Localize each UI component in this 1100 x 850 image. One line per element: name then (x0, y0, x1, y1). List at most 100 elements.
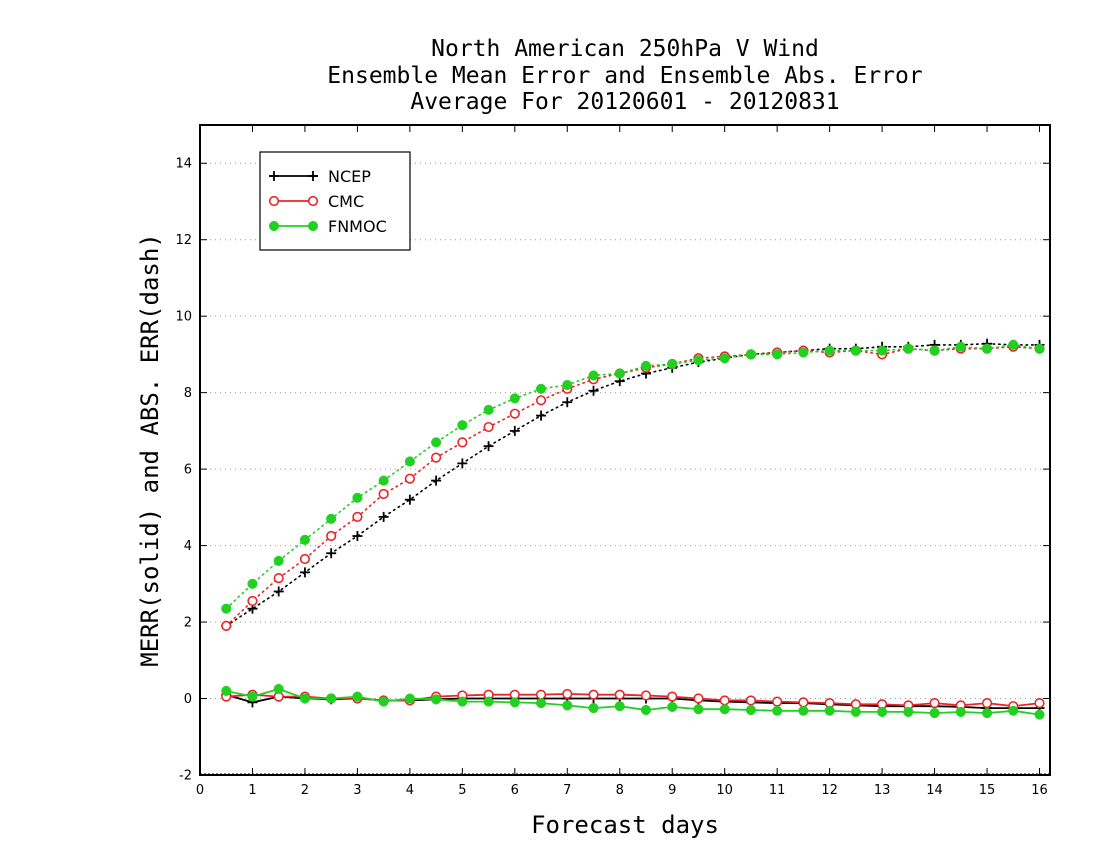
abs-error-point-ncep (431, 475, 442, 486)
mean-error-point-fnmoc (693, 704, 704, 715)
mean-error-point-fnmoc (273, 683, 284, 695)
x-tick-label: 2 (301, 783, 309, 798)
abs-error-point-fnmoc (1008, 339, 1019, 350)
mean-error-point-fnmoc (221, 685, 232, 696)
legend-label-cmc: CMC (328, 192, 364, 211)
abs-error-point-fnmoc (299, 534, 310, 545)
abs-error-point-ncep (457, 458, 468, 469)
mean-error-point-cmc (562, 688, 573, 700)
abs-error-point-cmc (247, 595, 258, 607)
abs-error-point-ncep (299, 567, 310, 578)
abs-error-point-fnmoc (404, 456, 415, 467)
mean-error-point-fnmoc (719, 704, 730, 715)
x-tick-label: 16 (1031, 783, 1048, 798)
abs-error-point-fnmoc (378, 475, 389, 486)
mean-error-point-fnmoc (981, 708, 993, 719)
x-tick-label: 5 (458, 783, 466, 798)
legend-marker-end (307, 220, 319, 232)
abs-error-point-fnmoc (693, 355, 704, 366)
abs-error-point-fnmoc (772, 349, 783, 360)
mean-error-point-cmc (588, 689, 599, 700)
mean-error-line-cmc (226, 692, 1040, 708)
mean-error-point-fnmoc (929, 708, 940, 719)
abs-error-point-fnmoc (221, 603, 232, 614)
grid-layer (200, 162, 1050, 775)
abs-error-point-fnmoc (588, 370, 599, 381)
abs-error-point-ncep (562, 397, 573, 408)
abs-error-point-fnmoc (850, 345, 861, 356)
abs-error-point-fnmoc (798, 347, 809, 358)
mean-error-point-cmc (535, 689, 547, 700)
mean-error-point-cmc (745, 695, 757, 706)
abs-error-point-fnmoc (352, 492, 363, 503)
y-tick-label: 8 (184, 386, 192, 401)
abs-error-point-cmc (273, 572, 284, 584)
abs-error-point-fnmoc (824, 345, 835, 356)
abs-error-point-cmc (535, 395, 547, 406)
mean-error-point-cmc (719, 695, 730, 706)
abs-error-point-ncep (352, 531, 363, 542)
mean-error-point-fnmoc (404, 693, 415, 704)
y-tick-label: 14 (175, 157, 192, 172)
mean-error-point-fnmoc (1008, 705, 1019, 716)
mean-error-point-fnmoc (640, 704, 652, 716)
chart-title-line-3: Average For 20120601 - 20120831 (410, 89, 840, 115)
y-tick-label: 12 (175, 233, 192, 248)
abs-error-point-fnmoc (745, 349, 756, 360)
x-tick-label: 8 (616, 783, 624, 798)
mean-error-point-fnmoc (1034, 709, 1045, 720)
abs-error-point-cmc (378, 488, 389, 500)
abs-error-point-fnmoc (614, 368, 625, 379)
abs-error-point-cmc (509, 408, 520, 419)
abs-error-point-fnmoc (719, 353, 730, 364)
abs-error-point-cmc (404, 473, 415, 484)
mean-error-point-fnmoc (772, 705, 783, 716)
abs-error-point-ncep (483, 441, 494, 452)
mean-error-point-fnmoc (903, 706, 914, 717)
mean-error-point-cmc (667, 691, 678, 702)
abs-error-point-fnmoc (431, 437, 442, 448)
mean-error-point-fnmoc (745, 704, 756, 716)
mean-error-point-fnmoc (588, 703, 599, 714)
y-tick-label: 6 (184, 463, 192, 478)
abs-error-point-ncep (273, 586, 284, 597)
y-tick-label: -2 (179, 769, 192, 784)
abs-error-point-ncep (509, 425, 520, 436)
legend-marker-end (308, 171, 318, 181)
abs-error-point-fnmoc (535, 383, 547, 394)
mean-error-point-cmc (929, 698, 940, 709)
series-fnmoc (221, 339, 1045, 720)
x-tick-label: 10 (716, 783, 733, 798)
abs-error-point-ncep (536, 410, 547, 421)
abs-error-point-cmc (352, 511, 363, 523)
x-tick-label: 14 (926, 783, 943, 798)
abs-error-point-cmc (221, 620, 232, 631)
abs-error-point-fnmoc (981, 343, 993, 354)
mean-error-point-cmc (798, 697, 809, 708)
abs-error-point-fnmoc (903, 343, 914, 354)
legend-label-ncep: NCEP (328, 167, 371, 186)
abs-error-point-cmc (457, 437, 468, 448)
mean-error-point-fnmoc (562, 700, 573, 711)
mean-error-point-cmc (981, 698, 993, 709)
y-tick-label: 0 (184, 692, 192, 707)
abs-error-point-fnmoc (667, 358, 678, 370)
mean-error-point-fnmoc (824, 705, 835, 716)
mean-error-point-fnmoc (431, 694, 442, 705)
x-tick-label: 12 (821, 783, 838, 798)
y-axis-title: MERR(solid) and ABS. ERR(dash) (136, 233, 164, 666)
mean-error-point-fnmoc (483, 696, 494, 707)
x-tick-label: 3 (353, 783, 361, 798)
mean-error-point-fnmoc (378, 696, 389, 707)
abs-error-point-ncep (404, 494, 415, 505)
x-tick-label: 0 (196, 783, 204, 798)
abs-error-point-fnmoc (273, 555, 284, 566)
mean-error-point-fnmoc (667, 701, 678, 712)
mean-error-point-fnmoc (352, 691, 363, 702)
y-tick-label: 2 (184, 616, 192, 631)
abs-error-point-fnmoc (929, 345, 940, 356)
y-tick-label: 10 (175, 310, 192, 325)
abs-error-line-fnmoc (225, 344, 1041, 610)
mean-error-point-fnmoc (614, 701, 625, 712)
